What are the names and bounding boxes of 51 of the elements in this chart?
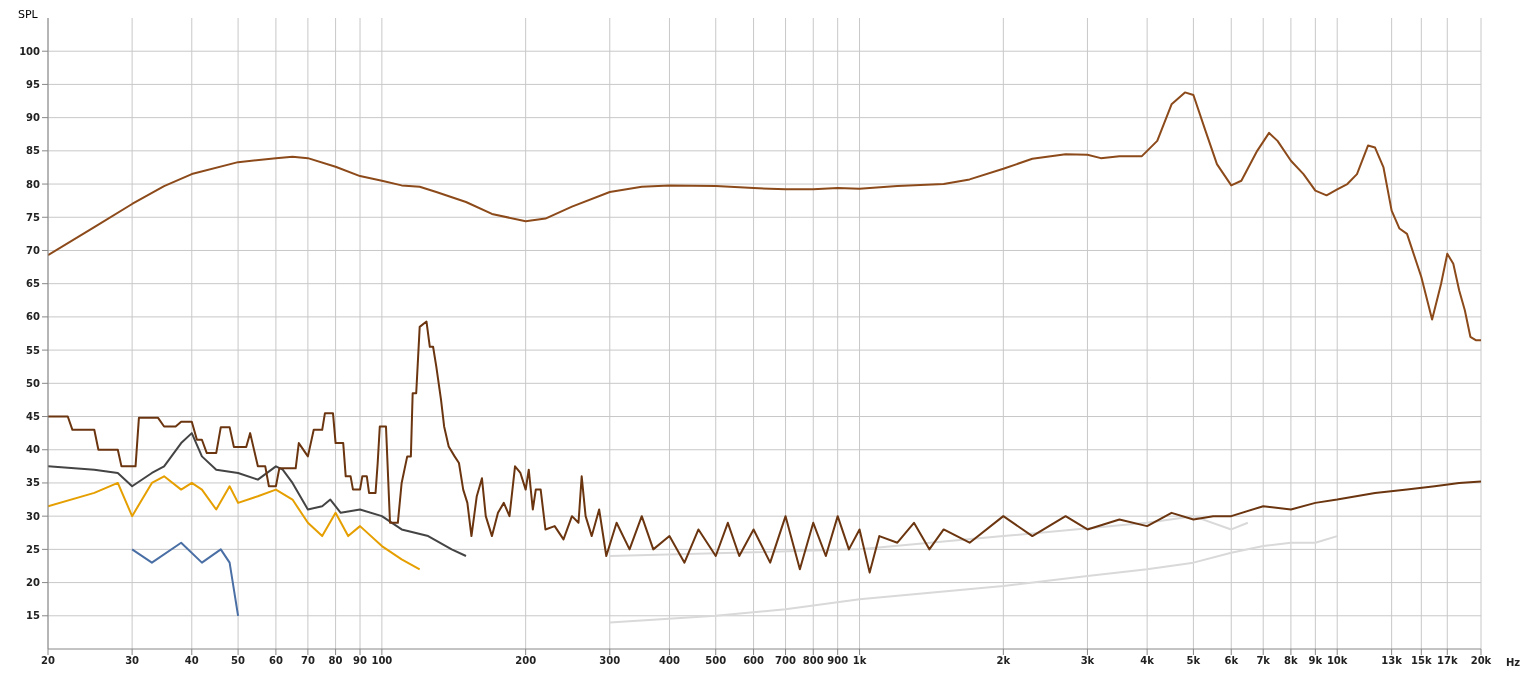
x-tick-label: 900 <box>827 655 849 667</box>
y-tick-label: 85 <box>26 145 41 157</box>
x-tick-label: 40 <box>184 655 199 667</box>
y-tick-label: 75 <box>26 211 41 223</box>
y-tick-label: 55 <box>26 344 41 356</box>
x-tick-label: 10k <box>1326 655 1348 667</box>
x-tick-label: 50 <box>231 655 246 667</box>
x-tick-label: 80 <box>328 655 343 667</box>
x-tick-label: 400 <box>659 655 680 667</box>
x-tick-label: 13k <box>1381 655 1403 667</box>
y-tick-label: 65 <box>26 278 41 290</box>
y-tick-label: 30 <box>26 510 41 522</box>
x-tick-label: 500 <box>705 655 727 667</box>
y-tick-label: 95 <box>26 78 41 90</box>
x-tick-label: 5k <box>1186 655 1201 667</box>
y-tick-label: 15 <box>26 610 41 622</box>
x-tick-label: 7k <box>1256 655 1271 667</box>
x-axis-title: Hz <box>1506 657 1521 668</box>
y-tick-label: 60 <box>26 311 41 323</box>
x-tick-label: 17k <box>1437 655 1458 667</box>
x-tick-label: 20 <box>41 655 55 667</box>
x-tick-label: 300 <box>599 655 621 667</box>
y-tick-label: 45 <box>26 411 41 423</box>
x-tick-label: 6k <box>1224 655 1239 667</box>
y-tick-label: 20 <box>26 577 41 589</box>
x-tick-label: 4k <box>1140 655 1155 667</box>
x-tick-label: 100 <box>371 655 393 667</box>
x-tick-label: 1k <box>852 655 867 667</box>
y-tick-label: 90 <box>26 112 41 124</box>
x-tick-label: 20k <box>1470 655 1492 667</box>
x-tick-label: 30 <box>125 655 140 667</box>
y-tick-label: 80 <box>26 178 41 190</box>
y-tick-label: 35 <box>26 477 41 489</box>
x-tick-label: 90 <box>353 655 368 667</box>
x-tick-label: 70 <box>300 655 315 667</box>
x-tick-label: 800 <box>802 655 824 667</box>
x-tick-label: 60 <box>268 655 283 667</box>
x-tick-label: 2k <box>996 655 1011 667</box>
y-tick-label: 40 <box>26 444 41 456</box>
y-tick-label: 25 <box>26 543 41 555</box>
y-tick-label: 50 <box>26 377 41 389</box>
y-axis-title: SPL <box>18 8 38 21</box>
y-tick-label: 100 <box>19 45 41 57</box>
x-tick-label: 9k <box>1308 655 1323 667</box>
y-tick-label: 70 <box>26 245 41 257</box>
x-tick-label: 600 <box>743 655 765 667</box>
x-tick-label: 200 <box>515 655 537 667</box>
x-tick-label: 3k <box>1080 655 1095 667</box>
x-tick-label: 8k <box>1284 655 1299 667</box>
x-tick-label: 700 <box>775 655 797 667</box>
x-tick-label: 15k <box>1411 655 1432 667</box>
